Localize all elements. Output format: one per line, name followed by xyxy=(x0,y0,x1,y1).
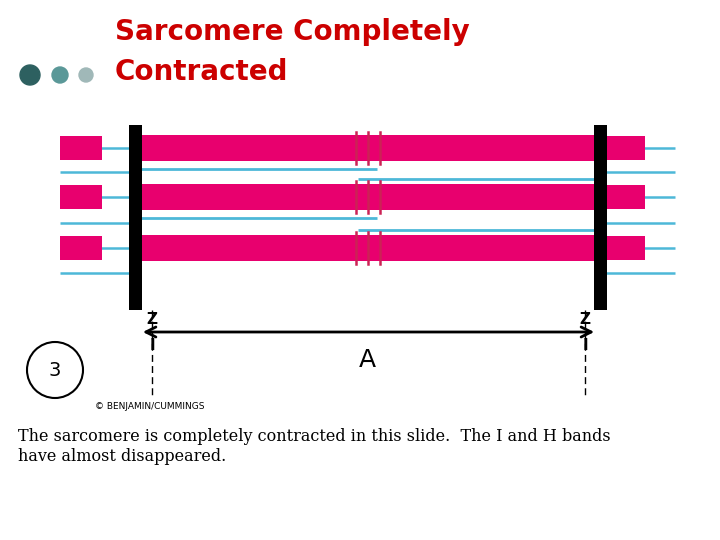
Bar xyxy=(60,236,102,260)
Text: I: I xyxy=(582,338,588,353)
Bar xyxy=(603,136,645,160)
Circle shape xyxy=(20,65,40,85)
Bar xyxy=(60,136,102,160)
Text: Z: Z xyxy=(580,313,590,327)
Text: Contracted: Contracted xyxy=(115,58,289,86)
Circle shape xyxy=(52,67,68,83)
Circle shape xyxy=(79,68,93,82)
Text: 3: 3 xyxy=(49,361,61,380)
Text: The sarcomere is completely contracted in this slide.  The I and H bands
have al: The sarcomere is completely contracted i… xyxy=(18,428,611,464)
Bar xyxy=(603,185,645,209)
Bar xyxy=(603,236,645,260)
Bar xyxy=(135,235,600,261)
Bar xyxy=(593,125,606,310)
Bar xyxy=(128,125,142,310)
Text: © BENJAMIN/CUMMINGS: © BENJAMIN/CUMMINGS xyxy=(95,402,204,411)
Text: Sarcomere Completely: Sarcomere Completely xyxy=(115,18,469,46)
Text: I: I xyxy=(149,338,155,353)
Text: A: A xyxy=(359,348,376,372)
Bar xyxy=(60,185,102,209)
Bar xyxy=(135,184,600,210)
Bar xyxy=(135,135,600,161)
Text: Z: Z xyxy=(146,313,158,327)
